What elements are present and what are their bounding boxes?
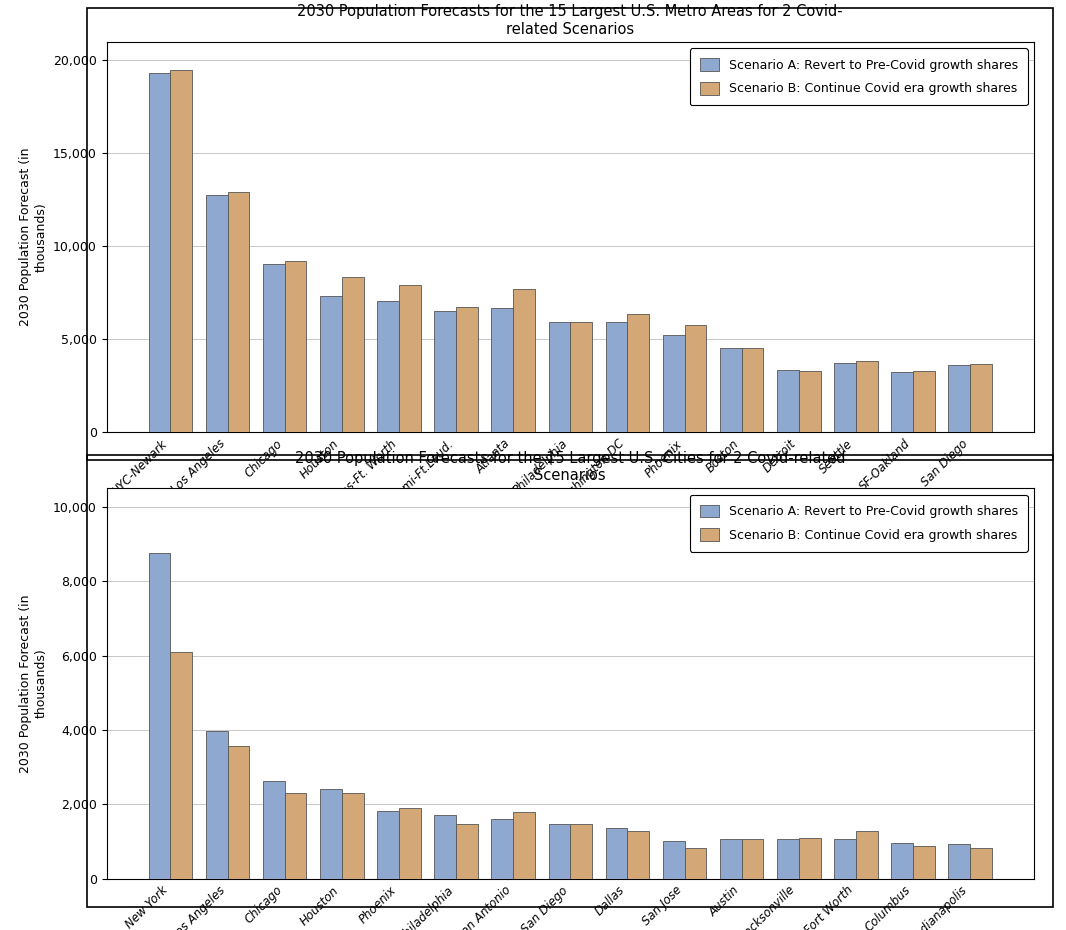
Bar [206,731,227,879]
Bar [970,847,991,879]
Bar [605,828,628,879]
Bar [605,322,628,432]
Bar [491,308,513,432]
Bar [970,364,991,432]
Bar [798,838,821,879]
Bar [456,824,478,879]
Bar [835,839,856,879]
Legend: Scenario A: Revert to Pre-Covid growth shares, Scenario B: Continue Covid era gr: Scenario A: Revert to Pre-Covid growth s… [690,495,1028,551]
Legend: Scenario A: Revert to Pre-Covid growth shares, Scenario B: Continue Covid era gr: Scenario A: Revert to Pre-Covid growth s… [690,48,1028,105]
Bar [570,824,592,879]
Bar [835,363,856,432]
Bar [549,322,570,432]
Bar [263,781,285,879]
Bar [285,261,306,432]
Bar [263,264,285,432]
Bar [684,325,707,432]
Bar [285,793,306,879]
Bar [856,361,877,432]
Bar [377,811,399,879]
Bar [149,553,171,879]
Bar [342,793,364,879]
Bar [377,301,399,432]
Y-axis label: 2030 Population Forecast (in
thousands): 2030 Population Forecast (in thousands) [19,148,48,326]
Bar [399,285,421,432]
Bar [149,73,171,432]
Bar [549,824,570,879]
Bar [342,277,364,432]
Bar [914,846,935,879]
Bar [227,192,249,432]
Bar [320,296,342,432]
Bar [570,322,592,432]
Bar [491,819,513,879]
Bar [720,839,742,879]
Bar [949,844,970,879]
Bar [777,370,798,432]
Bar [798,371,821,432]
Bar [227,746,249,879]
Bar [513,812,535,879]
Bar [399,808,421,879]
Bar [891,843,914,879]
Bar [720,348,742,432]
Bar [628,830,649,879]
Bar [742,839,763,879]
Bar [684,848,707,879]
Bar [891,372,914,432]
Title: 2030 Population Forecasts for the 15 Largest U.S. Cities for 2 Covid-related
Sce: 2030 Population Forecasts for the 15 Lar… [295,450,845,483]
Bar [742,348,763,432]
Bar [206,195,227,432]
Bar [856,830,877,879]
Bar [320,789,342,879]
Bar [777,840,798,879]
Bar [171,70,192,432]
Y-axis label: 2030 Population Forecast (in
thousands): 2030 Population Forecast (in thousands) [19,594,48,773]
Bar [456,307,478,432]
Bar [628,314,649,432]
Bar [914,371,935,432]
Bar [171,652,192,879]
Bar [513,289,535,432]
Bar [949,365,970,432]
Bar [434,311,456,432]
Bar [434,815,456,879]
Bar [663,335,684,432]
Bar [663,841,684,879]
Title: 2030 Population Forecasts for the 15 Largest U.S. Metro Areas for 2 Covid-
relat: 2030 Population Forecasts for the 15 Lar… [297,4,843,36]
